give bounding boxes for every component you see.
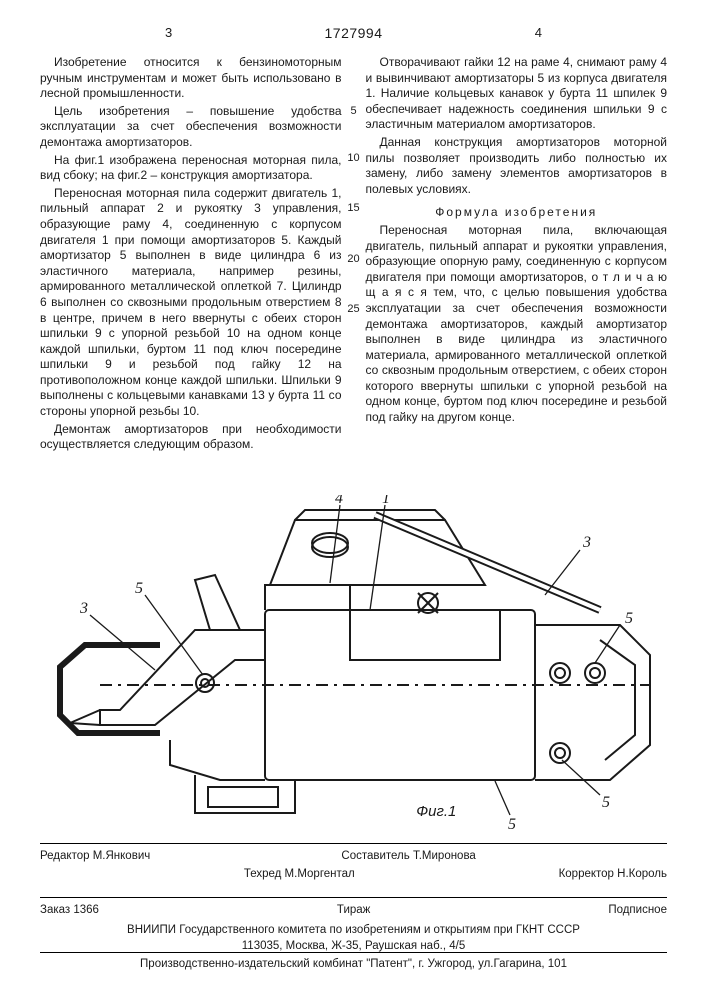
compiler: Составитель Т.Миронова — [341, 848, 475, 864]
para: Переносная моторная пила содержит двигат… — [40, 186, 342, 420]
org-line: ВНИИПИ Государственного комитета по изоб… — [40, 922, 667, 938]
callout: 3 — [582, 534, 591, 551]
line-marker: 5 — [350, 105, 356, 117]
para: Переносная моторная пила, включаю­щая дв… — [366, 223, 668, 426]
page-left: 3 — [165, 25, 172, 40]
callout: 5 — [625, 610, 633, 627]
editor: Редактор М.Янкович — [40, 848, 150, 864]
figure-label: Фиг.1 — [416, 803, 456, 820]
divider — [40, 897, 667, 898]
podpisnoe: Подписное — [608, 902, 667, 918]
para: Демонтаж амортизаторов при необходи­мост… — [40, 422, 342, 453]
column-right: Отворачивают гайки 12 на раме 4, сни­маю… — [366, 55, 668, 455]
line-marker: 15 — [347, 202, 359, 214]
callout: 5 — [602, 794, 610, 811]
techred: Техред М.Моргентал — [244, 866, 355, 882]
chainsaw-diagram: 3 5 4 1 3 5 5 5 — [40, 495, 667, 840]
callout: 1 — [382, 495, 390, 507]
divider — [40, 843, 667, 844]
formula-title: Формула изобретения — [366, 205, 668, 221]
printer-line: Производственно-издательский комбинат "П… — [40, 958, 667, 970]
para: На фиг.1 изображена переносная мо­торная… — [40, 153, 342, 184]
order: Заказ 1366 — [40, 902, 99, 918]
credits-block: Редактор М.Янкович Составитель Т.Миронов… — [40, 848, 667, 884]
para: Данная конструкция амортизаторов мо­торн… — [366, 135, 668, 197]
corrector: Корректор Н.Король — [559, 866, 667, 882]
page-right: 4 — [535, 25, 542, 40]
para: Цель изобретения – повышение удобст­ва э… — [40, 104, 342, 151]
publication-info: Заказ 1366 Тираж Подписное ВНИИПИ Госуда… — [40, 902, 667, 954]
line-marker: 10 — [347, 152, 359, 164]
callout: 5 — [135, 580, 143, 597]
callout: 3 — [79, 600, 88, 617]
line-marker: 20 — [347, 253, 359, 265]
para: Отворачивают гайки 12 на раме 4, сни­маю… — [366, 55, 668, 133]
figure-1: 3 5 4 1 3 5 5 5 Фиг.1 — [40, 495, 667, 840]
line-marker: 25 — [347, 303, 359, 315]
para: Изобретение относится к бензиномо­торным… — [40, 55, 342, 102]
divider — [40, 952, 667, 953]
callout: 4 — [335, 495, 343, 507]
tirazh: Тираж — [337, 902, 370, 918]
patent-number: 1727994 — [324, 25, 382, 41]
callout: 5 — [508, 816, 516, 833]
column-left: Изобретение относится к бензиномо­торным… — [40, 55, 342, 455]
